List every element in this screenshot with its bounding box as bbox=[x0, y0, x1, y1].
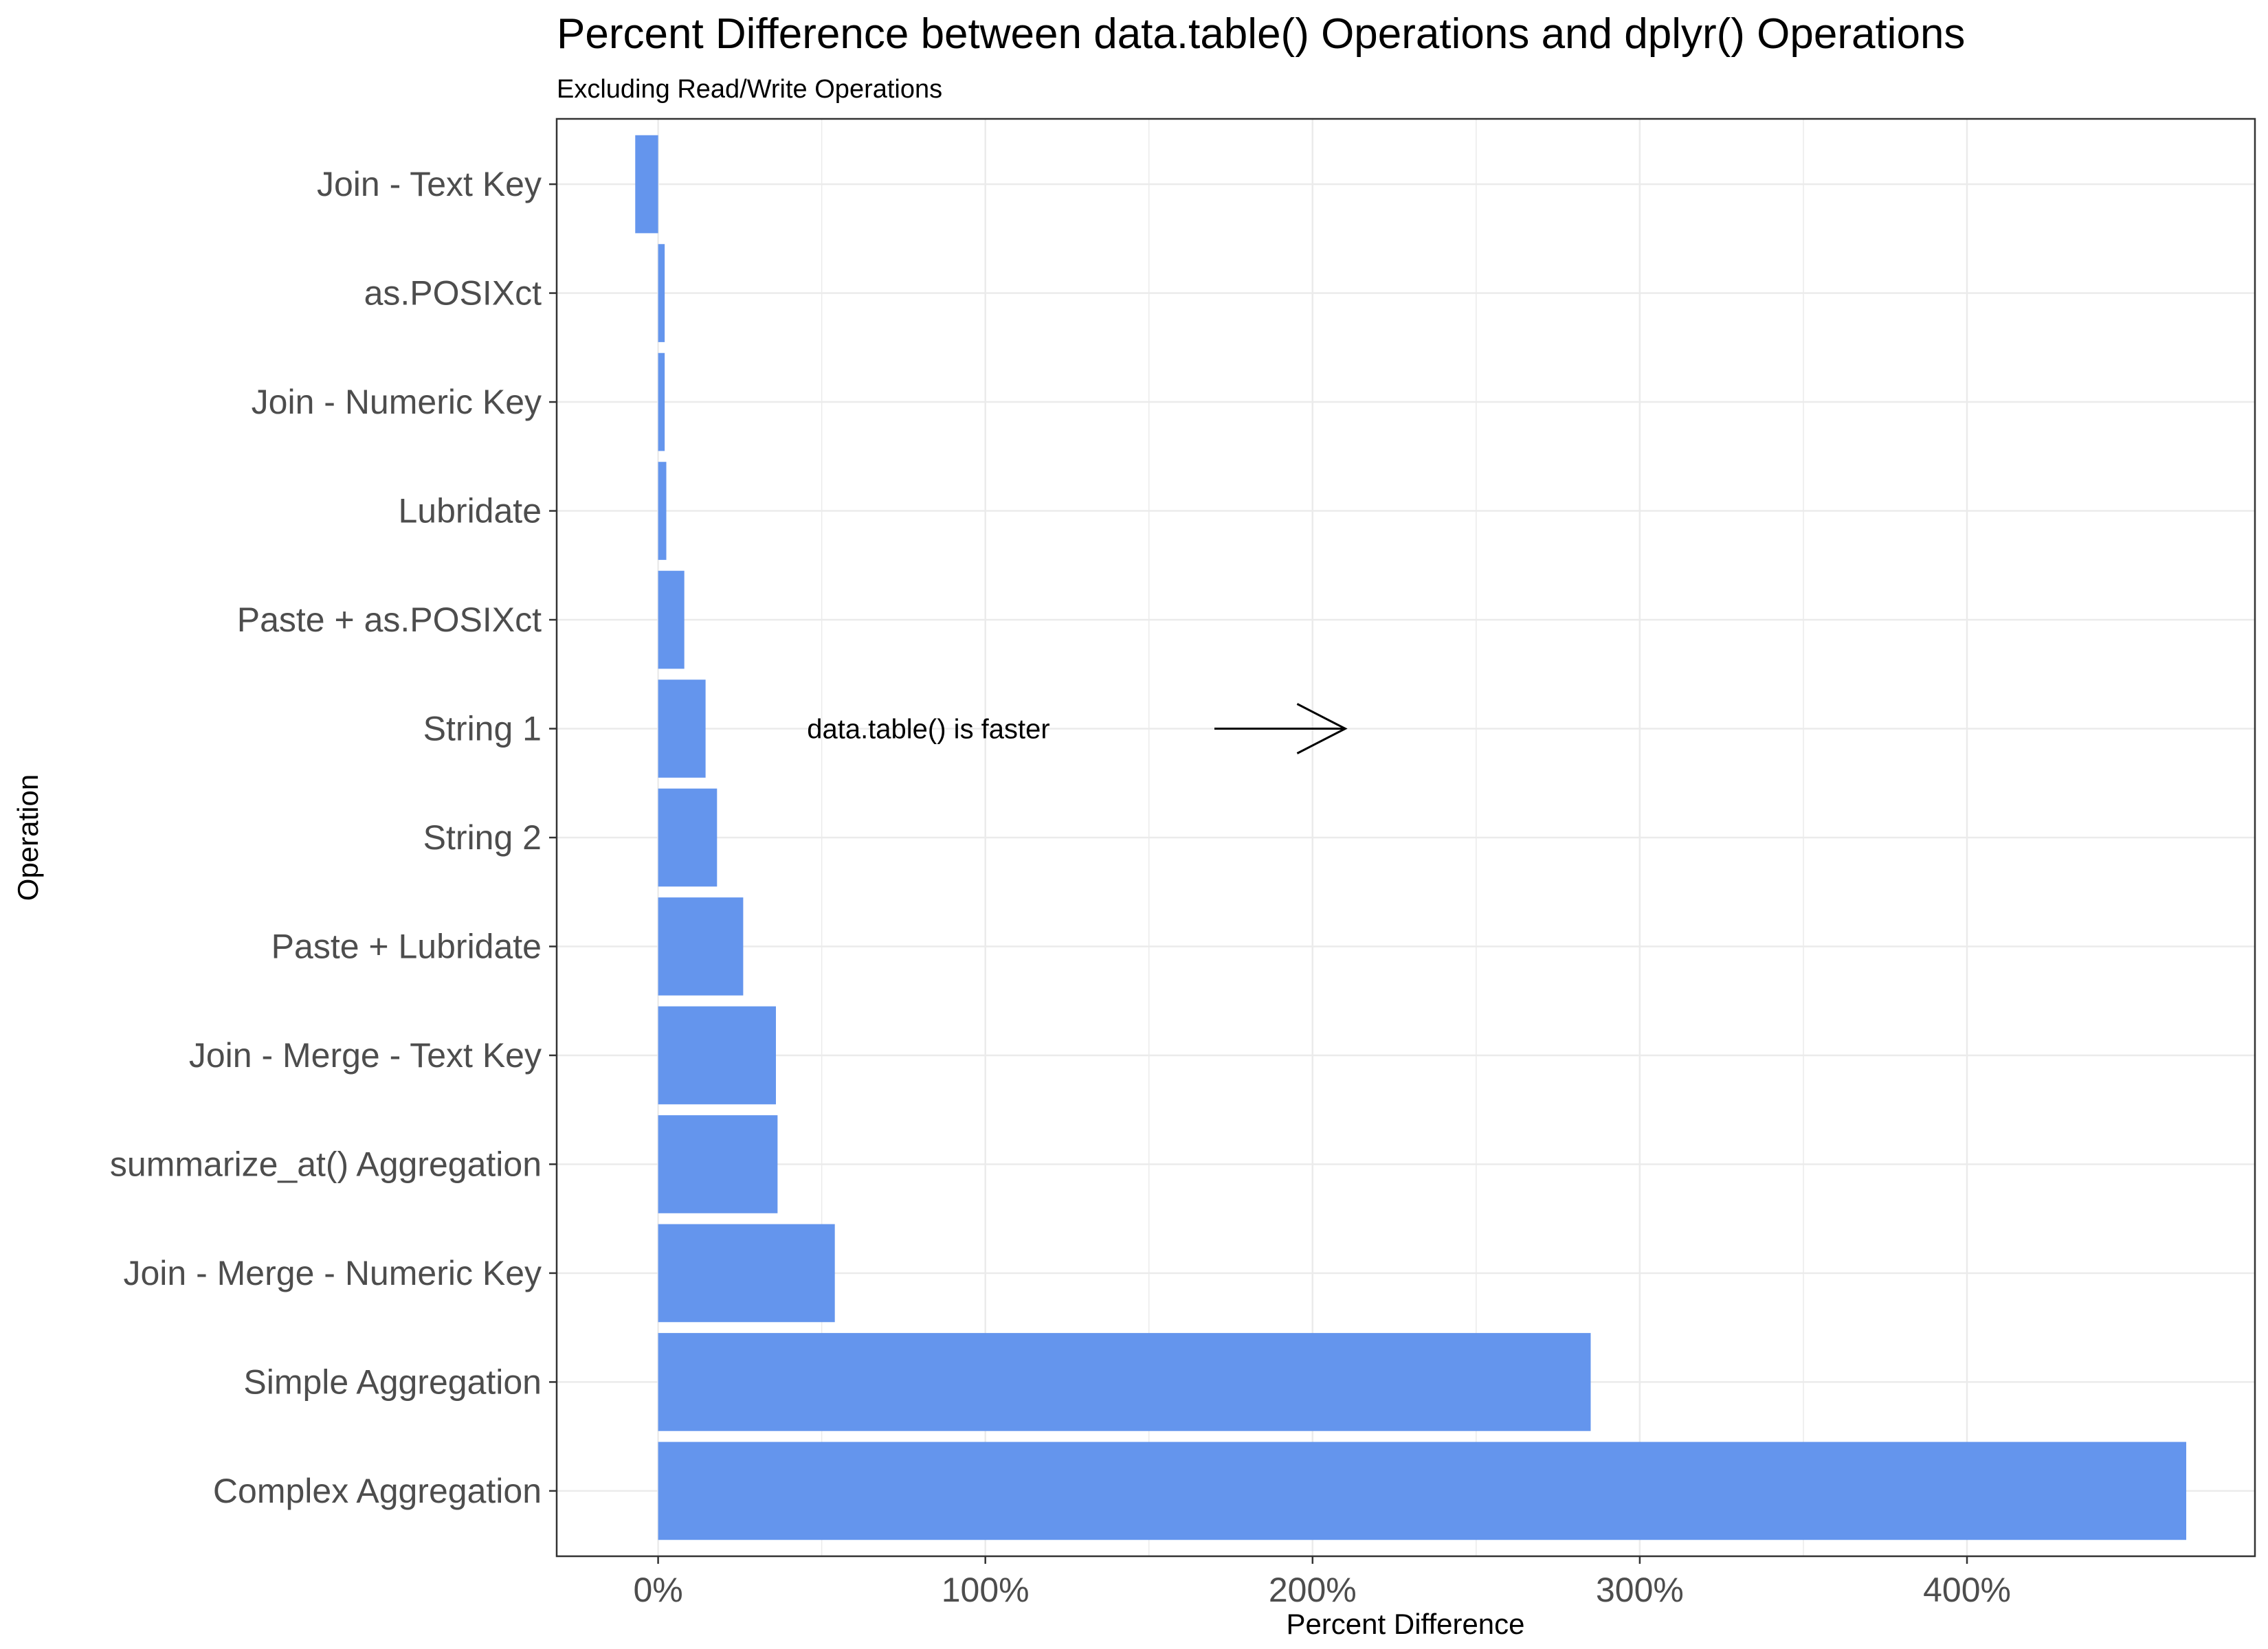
x-tick-label: 400% bbox=[1923, 1571, 2011, 1609]
chart-subtitle: Excluding Read/Write Operations bbox=[557, 75, 942, 104]
bar bbox=[658, 1442, 2187, 1540]
bar bbox=[658, 788, 718, 887]
y-tick-label: Lubridate bbox=[399, 492, 542, 530]
y-tick-label: Join - Merge - Numeric Key bbox=[124, 1254, 542, 1292]
bar bbox=[658, 1224, 835, 1323]
y-tick-label: Simple Aggregation bbox=[243, 1362, 542, 1401]
y-tick-label: String 2 bbox=[423, 818, 542, 857]
chart-title: Percent Difference between data.table() … bbox=[557, 10, 1965, 58]
x-tick-label: 200% bbox=[1269, 1571, 1357, 1609]
x-axis: 0% 100% 200% 300% 400% bbox=[633, 1556, 2011, 1609]
y-tick-label: Paste + as.POSIXct bbox=[237, 601, 542, 639]
annotation-arrow-icon bbox=[1214, 703, 1348, 754]
bar bbox=[658, 897, 744, 996]
arrow-head bbox=[1296, 703, 1348, 754]
y-tick-label: Complex Aggregation bbox=[213, 1472, 542, 1510]
y-tick-label: Join - Text Key bbox=[317, 165, 542, 203]
bar bbox=[658, 1333, 1591, 1431]
y-tick-label: Paste + Lubridate bbox=[271, 927, 542, 965]
x-tick-label: 0% bbox=[633, 1571, 682, 1609]
bar-layer bbox=[635, 135, 2187, 1540]
y-tick-label: summarize_at() Aggregation bbox=[110, 1145, 542, 1183]
annotation-text: data.table() is faster bbox=[807, 715, 1050, 745]
y-tick-label: String 1 bbox=[423, 710, 542, 748]
bar bbox=[658, 462, 667, 560]
bar bbox=[635, 135, 658, 234]
annotation-layer: data.table() is faster bbox=[807, 703, 1348, 754]
bar bbox=[658, 244, 665, 342]
bar bbox=[658, 352, 665, 451]
y-axis-title: Operation bbox=[12, 774, 44, 901]
y-tick-label: as.POSIXct bbox=[364, 274, 542, 313]
x-tick-label: 300% bbox=[1596, 1571, 1684, 1609]
bar bbox=[658, 1115, 778, 1213]
bar bbox=[658, 570, 685, 669]
y-axis: Join - Text Key as.POSIXct Join - Numeric … bbox=[110, 165, 557, 1510]
bar bbox=[658, 680, 706, 778]
x-tick-label: 100% bbox=[942, 1571, 1030, 1609]
y-tick-label: Join - Merge - Text Key bbox=[189, 1036, 542, 1075]
y-tick-label: Join - Numeric Key bbox=[252, 383, 542, 421]
x-axis-title: Percent Difference bbox=[1286, 1608, 1524, 1640]
bar bbox=[658, 1006, 776, 1105]
